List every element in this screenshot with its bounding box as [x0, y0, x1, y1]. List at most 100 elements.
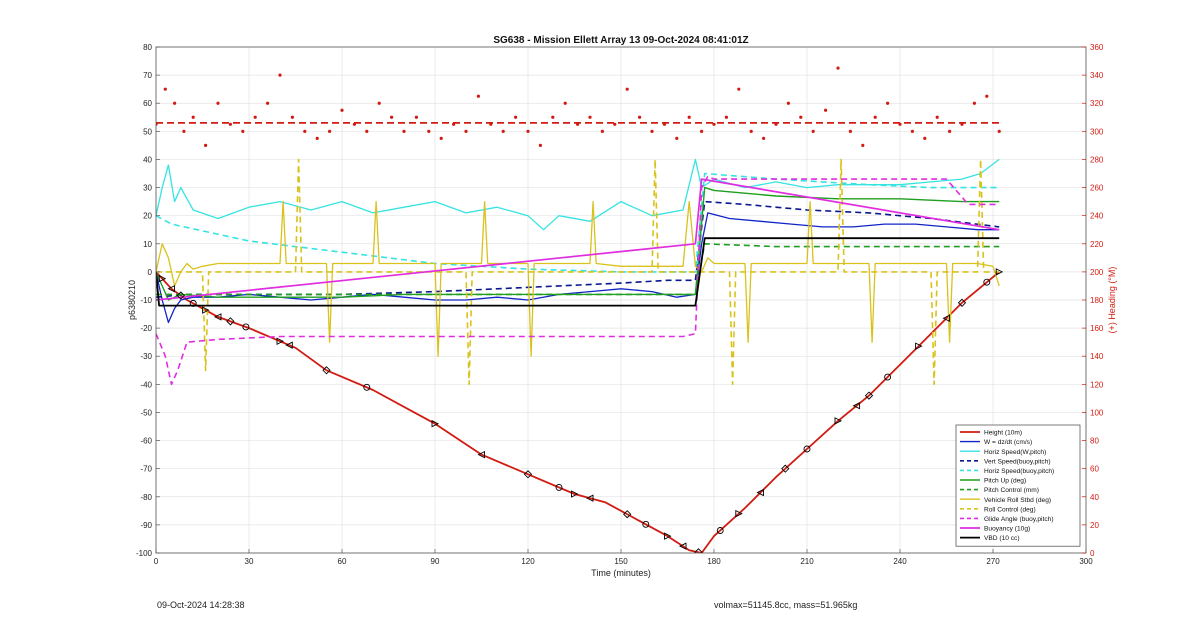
- y2-tick-label: 360: [1090, 43, 1104, 52]
- heading-point: [402, 129, 406, 133]
- heading-point: [216, 101, 220, 105]
- height-marker: [431, 419, 440, 428]
- height-marker: [322, 366, 331, 375]
- x-tick-label: 30: [245, 557, 254, 566]
- y2-tick-label: 100: [1090, 408, 1104, 417]
- height-marker: [571, 490, 579, 498]
- height-marker: [664, 532, 672, 540]
- y2-tick-label: 220: [1090, 240, 1104, 249]
- heading-point: [910, 129, 915, 133]
- heading-point: [625, 87, 629, 91]
- y2-tick-label: 0: [1090, 549, 1095, 558]
- y-tick-label: 0: [148, 268, 153, 277]
- heading-point: [464, 129, 468, 133]
- heading-point: [501, 129, 505, 133]
- x-tick-label: 120: [521, 557, 535, 566]
- heading-point: [303, 129, 307, 133]
- x-tick-label: 60: [338, 557, 347, 566]
- x-tick-label: 210: [800, 557, 814, 566]
- y2-tick-label: 160: [1090, 324, 1104, 333]
- y-tick-label: 20: [143, 212, 152, 221]
- height-marker: [213, 313, 222, 321]
- y-tick-label: 40: [143, 155, 152, 164]
- heading-point: [315, 136, 319, 140]
- height-marker: [226, 317, 235, 326]
- x-axis: 0 30 60 90 120 150 180 210 240 270 300: [154, 549, 1093, 566]
- y2-tick-label: 60: [1090, 465, 1099, 474]
- heading-point: [538, 143, 543, 147]
- heading-point: [340, 108, 344, 112]
- heading-point: [514, 115, 518, 119]
- footer-volmax-mass: volmax=51145.8cc, mass=51.965kg: [714, 600, 858, 610]
- height-marker: [555, 484, 563, 491]
- heading-point: [638, 115, 642, 119]
- height-marker: [915, 342, 923, 350]
- heading-point: [204, 143, 208, 147]
- height-marker: [276, 337, 285, 345]
- y2-tick-label: 80: [1090, 437, 1099, 446]
- series-line: [156, 178, 1000, 301]
- heading-point: [588, 115, 592, 119]
- legend-entry: Buoyancy (10g): [984, 526, 1030, 533]
- y-tick-label: -60: [140, 437, 152, 446]
- heading-point: [848, 129, 853, 133]
- legend-entry: Vehicle Roll Stbd (deg): [984, 497, 1051, 504]
- height-marker: [585, 494, 594, 502]
- height-marker: [864, 391, 874, 400]
- y2-tick-label: 140: [1090, 352, 1104, 361]
- legend-entry: Horiz Speed(W,pitch): [984, 449, 1046, 456]
- y2-tick-label: 180: [1090, 296, 1104, 305]
- y-tick-label: -40: [140, 380, 152, 389]
- series-line: [156, 243, 1000, 296]
- x-tick-label: 90: [431, 557, 440, 566]
- legend-entry: Pitch Control (mm): [984, 487, 1039, 494]
- series-line: [156, 158, 1000, 386]
- height-marker: [523, 470, 533, 479]
- x-tick-label: 180: [707, 557, 721, 566]
- y2-tick-label: 280: [1090, 155, 1104, 164]
- heading-point: [551, 115, 555, 119]
- height-marker: [623, 510, 632, 519]
- y-tick-label: 60: [143, 99, 152, 108]
- height-marker: [678, 542, 687, 550]
- heading-point: [182, 129, 186, 133]
- y2-tick-label: 320: [1090, 99, 1104, 108]
- series-line: [156, 175, 1000, 386]
- heading-point: [712, 122, 716, 126]
- height-marker: [363, 383, 371, 391]
- heading-point: [700, 129, 704, 133]
- height-marker: [983, 278, 991, 286]
- height-marker: [942, 314, 950, 323]
- heading-point: [935, 115, 939, 119]
- heading-point: [861, 143, 865, 147]
- heading-point: [173, 101, 177, 105]
- height-marker: [957, 298, 967, 307]
- legend-entry: Vert Speed(buoy,pitch): [984, 458, 1051, 465]
- y-tick-label: 10: [143, 240, 152, 249]
- x-tick-label: 150: [614, 557, 628, 566]
- legend-entry: Glide Angle (buoy,pitch): [984, 516, 1054, 523]
- heading-point: [253, 115, 257, 119]
- y-tick-label: -80: [140, 493, 152, 502]
- legend-entry: VBD (10 cc): [984, 535, 1020, 542]
- y2-tick-label: 20: [1090, 521, 1099, 530]
- height-marker: [176, 291, 185, 300]
- heading-point: [786, 101, 791, 105]
- y-tick-label: -30: [140, 352, 152, 361]
- heading-point: [774, 122, 778, 126]
- legend-entry: Roll Control (deg): [984, 506, 1036, 513]
- heading-point: [600, 129, 605, 133]
- y-tick-label: -20: [140, 324, 152, 333]
- height-marker: [158, 274, 167, 283]
- heading-point: [228, 122, 232, 126]
- x-tick-label: 0: [154, 557, 159, 566]
- heading-point: [749, 129, 753, 133]
- heading-point: [352, 122, 356, 126]
- heading-point: [811, 129, 815, 133]
- heading-point: [290, 115, 294, 119]
- legend-entry: Horiz Speed(buoy,pitch): [984, 468, 1054, 475]
- y-axis-left: -100-90-80-70-60-50-40-30-20-10010203040…: [136, 43, 160, 558]
- y-tick-label: 70: [143, 71, 152, 80]
- legend: Height (10m) W = dz/dt (cm/s) Horiz Speed(…: [955, 424, 1081, 547]
- y-axis-right: 0 20 40 60 80 100 120 140 160 180 200 220 240 260 280 3…: [1082, 43, 1104, 558]
